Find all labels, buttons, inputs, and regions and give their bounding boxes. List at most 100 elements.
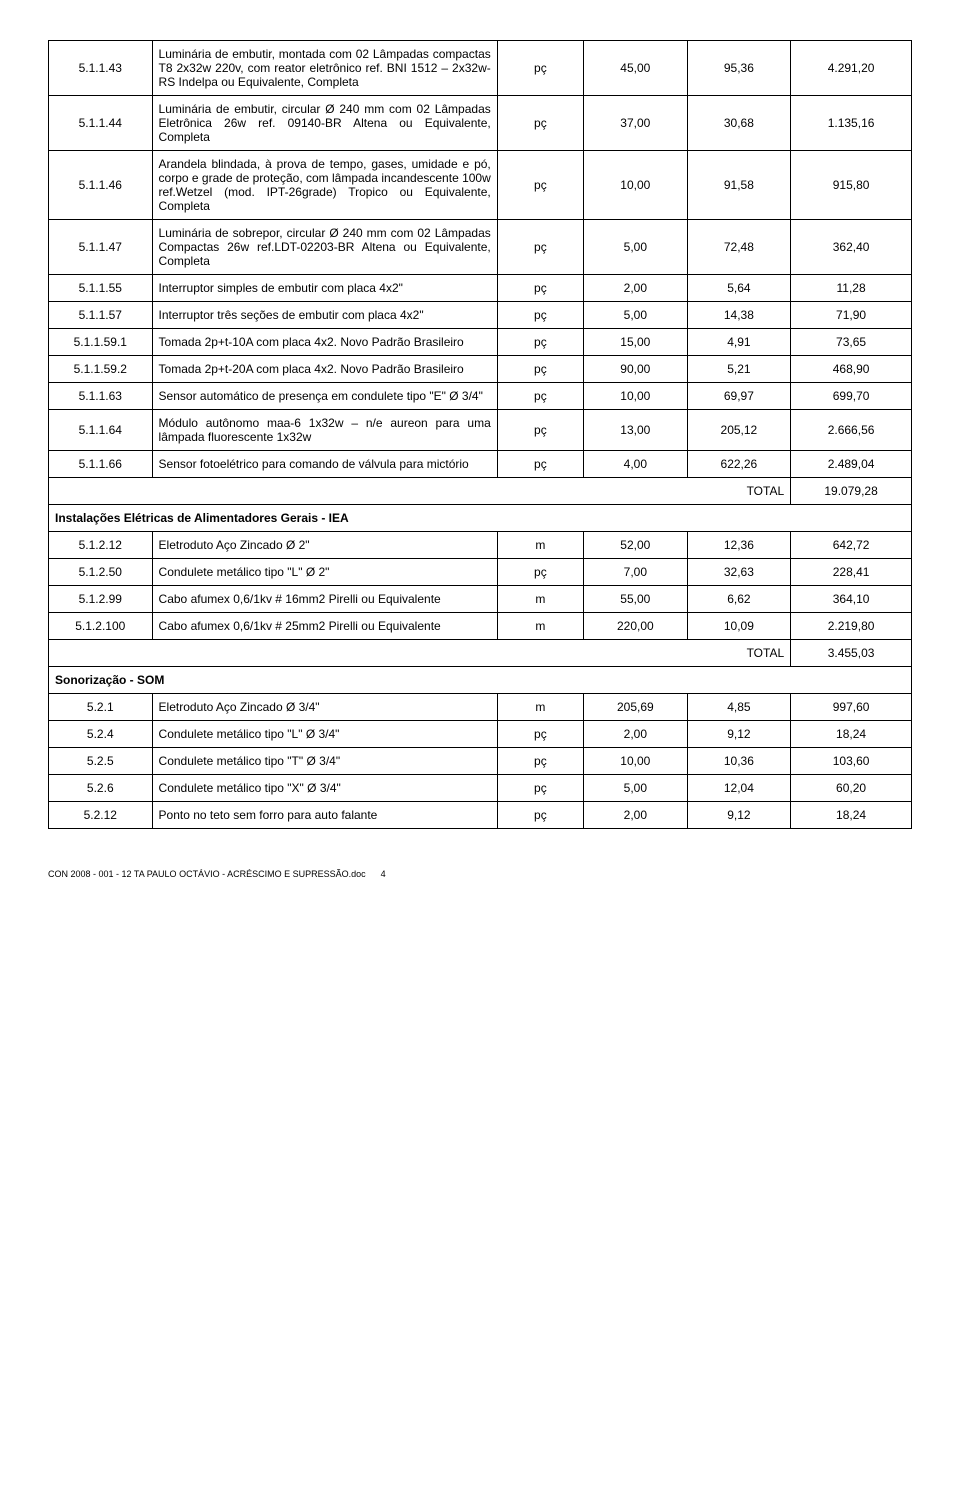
item-price: 5,64 xyxy=(687,275,791,302)
item-total: 228,41 xyxy=(791,559,912,586)
item-unit: pç xyxy=(497,383,583,410)
item-total: 2.489,04 xyxy=(791,451,912,478)
table-row: 5.1.2.100Cabo afumex 0,6/1kv # 25mm2 Pir… xyxy=(49,613,912,640)
item-description: Eletroduto Aço Zincado Ø 3/4" xyxy=(152,694,497,721)
item-price: 4,85 xyxy=(687,694,791,721)
item-total: 18,24 xyxy=(791,721,912,748)
item-description: Eletroduto Aço Zincado Ø 2" xyxy=(152,532,497,559)
item-description: Módulo autônomo maa-6 1x32w – n/e aureon… xyxy=(152,410,497,451)
item-description: Interruptor três seções de embutir com p… xyxy=(152,302,497,329)
table-row: 5.1.1.59.2Tomada 2p+t-20A com placa 4x2.… xyxy=(49,356,912,383)
item-price: 12,04 xyxy=(687,775,791,802)
item-code: 5.1.1.47 xyxy=(49,220,153,275)
item-code: 5.1.1.44 xyxy=(49,96,153,151)
total-value: 19.079,28 xyxy=(791,478,912,505)
item-description: Condulete metálico tipo "T" Ø 3/4" xyxy=(152,748,497,775)
table-row: Instalações Elétricas de Alimentadores G… xyxy=(49,505,912,532)
item-code: 5.1.1.55 xyxy=(49,275,153,302)
table-row: 5.2.6Condulete metálico tipo "X" Ø 3/4"p… xyxy=(49,775,912,802)
item-unit: pç xyxy=(497,559,583,586)
item-code: 5.1.1.64 xyxy=(49,410,153,451)
table-row: 5.1.2.12Eletroduto Aço Zincado Ø 2"m52,0… xyxy=(49,532,912,559)
item-unit: pç xyxy=(497,775,583,802)
item-price: 95,36 xyxy=(687,41,791,96)
item-code: 5.1.1.43 xyxy=(49,41,153,96)
item-total: 73,65 xyxy=(791,329,912,356)
item-price: 91,58 xyxy=(687,151,791,220)
item-total: 364,10 xyxy=(791,586,912,613)
table-row: 5.1.1.59.1Tomada 2p+t-10A com placa 4x2.… xyxy=(49,329,912,356)
footer-page-number: 4 xyxy=(381,869,386,879)
table-row: 5.1.2.50Condulete metálico tipo "L" Ø 2"… xyxy=(49,559,912,586)
table-row: Sonorização - SOM xyxy=(49,667,912,694)
item-total: 997,60 xyxy=(791,694,912,721)
item-description: Condulete metálico tipo "L" Ø 3/4" xyxy=(152,721,497,748)
item-description: Cabo afumex 0,6/1kv # 25mm2 Pirelli ou E… xyxy=(152,613,497,640)
item-quantity: 220,00 xyxy=(584,613,688,640)
item-total: 71,90 xyxy=(791,302,912,329)
item-unit: pç xyxy=(497,151,583,220)
item-quantity: 5,00 xyxy=(584,775,688,802)
item-code: 5.2.6 xyxy=(49,775,153,802)
item-code: 5.1.1.46 xyxy=(49,151,153,220)
item-price: 30,68 xyxy=(687,96,791,151)
item-description: Interruptor simples de embutir com placa… xyxy=(152,275,497,302)
item-code: 5.2.4 xyxy=(49,721,153,748)
table-row: 5.1.1.64Módulo autônomo maa-6 1x32w – n/… xyxy=(49,410,912,451)
table-row: 5.1.1.57Interruptor três seções de embut… xyxy=(49,302,912,329)
table-row: 5.2.12Ponto no teto sem forro para auto … xyxy=(49,802,912,829)
item-unit: pç xyxy=(497,721,583,748)
item-code: 5.1.2.99 xyxy=(49,586,153,613)
item-unit: pç xyxy=(497,410,583,451)
item-quantity: 5,00 xyxy=(584,220,688,275)
item-code: 5.2.1 xyxy=(49,694,153,721)
item-price: 12,36 xyxy=(687,532,791,559)
item-total: 1.135,16 xyxy=(791,96,912,151)
table-row: 5.1.1.47Luminária de sobrepor, circular … xyxy=(49,220,912,275)
total-value: 3.455,03 xyxy=(791,640,912,667)
item-unit: pç xyxy=(497,275,583,302)
item-total: 4.291,20 xyxy=(791,41,912,96)
item-total: 2.666,56 xyxy=(791,410,912,451)
item-total: 11,28 xyxy=(791,275,912,302)
item-quantity: 55,00 xyxy=(584,586,688,613)
item-code: 5.1.1.57 xyxy=(49,302,153,329)
item-quantity: 15,00 xyxy=(584,329,688,356)
item-quantity: 4,00 xyxy=(584,451,688,478)
item-unit: m xyxy=(497,532,583,559)
item-unit: pç xyxy=(497,329,583,356)
item-quantity: 10,00 xyxy=(584,151,688,220)
item-total: 2.219,80 xyxy=(791,613,912,640)
item-quantity: 2,00 xyxy=(584,275,688,302)
table-row: 5.2.1Eletroduto Aço Zincado Ø 3/4"m205,6… xyxy=(49,694,912,721)
item-code: 5.2.12 xyxy=(49,802,153,829)
item-quantity: 10,00 xyxy=(584,748,688,775)
item-price: 10,36 xyxy=(687,748,791,775)
item-unit: m xyxy=(497,586,583,613)
item-price: 205,12 xyxy=(687,410,791,451)
item-total: 60,20 xyxy=(791,775,912,802)
item-price: 9,12 xyxy=(687,802,791,829)
item-code: 5.1.1.66 xyxy=(49,451,153,478)
item-description: Cabo afumex 0,6/1kv # 16mm2 Pirelli ou E… xyxy=(152,586,497,613)
item-total: 468,90 xyxy=(791,356,912,383)
item-code: 5.1.1.59.1 xyxy=(49,329,153,356)
footer-filename: CON 2008 - 001 - 12 TA PAULO OCTÁVIO - A… xyxy=(48,869,366,879)
item-unit: pç xyxy=(497,41,583,96)
table-row: 5.2.4Condulete metálico tipo "L" Ø 3/4"p… xyxy=(49,721,912,748)
item-price: 5,21 xyxy=(687,356,791,383)
item-description: Tomada 2p+t-20A com placa 4x2. Novo Padr… xyxy=(152,356,497,383)
item-description: Sensor fotoelétrico para comando de válv… xyxy=(152,451,497,478)
item-price: 69,97 xyxy=(687,383,791,410)
item-description: Arandela blindada, à prova de tempo, gas… xyxy=(152,151,497,220)
item-description: Condulete metálico tipo "L" Ø 2" xyxy=(152,559,497,586)
item-price: 72,48 xyxy=(687,220,791,275)
item-quantity: 45,00 xyxy=(584,41,688,96)
table-row: 5.1.1.44Luminária de embutir, circular Ø… xyxy=(49,96,912,151)
item-unit: m xyxy=(497,613,583,640)
budget-table: 5.1.1.43Luminária de embutir, montada co… xyxy=(48,40,912,829)
item-code: 5.1.2.12 xyxy=(49,532,153,559)
item-quantity: 2,00 xyxy=(584,802,688,829)
item-description: Luminária de sobrepor, circular Ø 240 mm… xyxy=(152,220,497,275)
table-row: 5.1.1.55Interruptor simples de embutir c… xyxy=(49,275,912,302)
